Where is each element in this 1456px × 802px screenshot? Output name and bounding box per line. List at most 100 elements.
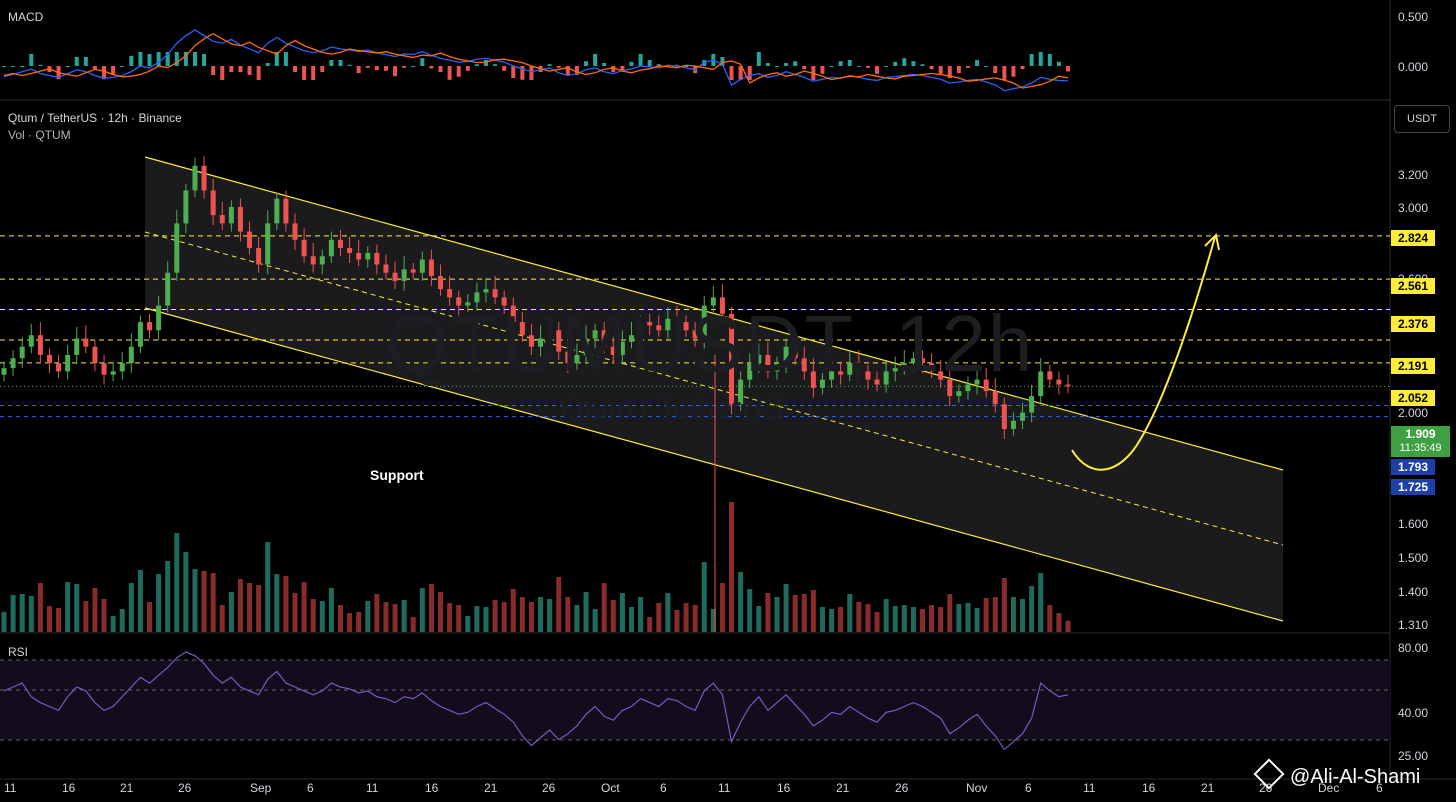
volume-bar — [28, 596, 34, 632]
macd-histogram-bar — [684, 66, 689, 67]
candle-body — [383, 264, 389, 273]
volume-bar — [19, 594, 25, 632]
macd-histogram-bar — [411, 66, 416, 67]
candle-body — [456, 297, 462, 306]
rsi-tick: 40.00 — [1398, 706, 1429, 720]
macd-histogram-bar — [929, 66, 934, 69]
candle-body — [601, 330, 607, 347]
candle-body — [28, 335, 34, 347]
candle-body — [674, 318, 680, 323]
candle-body — [247, 231, 253, 249]
macd-histogram-bar — [720, 57, 725, 66]
candle-body — [401, 269, 407, 281]
volume-bar — [65, 582, 71, 632]
candle-body — [538, 338, 544, 347]
macd-histogram-bar — [111, 66, 116, 75]
volume-bar — [474, 606, 480, 632]
macd-histogram-bar — [147, 54, 152, 66]
volume-bar — [219, 605, 225, 632]
candle-body — [301, 239, 307, 257]
volume-bar — [492, 600, 498, 632]
binance-logo-icon — [1253, 758, 1285, 790]
macd-histogram-bar — [893, 61, 898, 66]
volume-bar — [1020, 599, 1026, 632]
candle-body — [256, 248, 262, 265]
macd-histogram-bar — [993, 66, 998, 74]
candle-body — [838, 371, 844, 375]
volume-bar — [847, 594, 853, 632]
candle-body — [183, 190, 189, 224]
macd-histogram-bar — [129, 55, 134, 66]
candle-body — [1065, 384, 1071, 387]
volume-bar — [328, 588, 334, 632]
macd-histogram-bar — [1029, 54, 1034, 66]
volume-bar — [856, 602, 862, 632]
volume-bar — [283, 576, 289, 632]
date-tick: 16 — [777, 781, 791, 795]
macd-histogram-bar — [565, 66, 570, 75]
volume-bar — [919, 609, 925, 632]
date-tick: 16 — [1142, 781, 1156, 795]
macd-histogram-bar — [965, 66, 970, 68]
support-tag: 1.725 — [1391, 479, 1435, 495]
candle-body — [347, 248, 353, 253]
macd-histogram-bar — [311, 66, 316, 80]
price-tick: 1.310 — [1398, 618, 1429, 632]
candle-body — [210, 190, 216, 216]
macd-histogram-bar — [774, 66, 779, 67]
macd-histogram-bar — [338, 60, 343, 66]
candle-body — [847, 363, 853, 375]
volume-bar — [101, 599, 107, 632]
date-tick: 6 — [660, 781, 667, 795]
candle-body — [501, 297, 507, 306]
volume-bar — [447, 603, 453, 632]
candle-body — [10, 358, 16, 369]
candle-body — [174, 223, 180, 273]
macd-histogram-bar — [547, 64, 552, 66]
volume-bar — [874, 612, 880, 632]
candle-body — [692, 330, 698, 339]
candle-body — [137, 322, 143, 347]
symbol-watermark: QTUMUSDT, 12h — [386, 299, 1035, 388]
volume-bar — [319, 601, 325, 632]
macd-histogram-bar — [220, 66, 225, 80]
volume-bar — [947, 594, 953, 632]
author-credit: @Ali-Al-Shami — [1253, 758, 1420, 790]
macd-histogram-bar — [611, 66, 616, 72]
support-tag: 1.793 — [1391, 459, 1435, 475]
currency-button[interactable]: USDT — [1394, 105, 1450, 133]
volume-bar — [301, 582, 307, 632]
volume-bar — [674, 610, 680, 632]
candle-body — [1056, 379, 1062, 385]
channel-upper-line — [144, 156, 1284, 471]
date-tick: 16 — [62, 781, 76, 795]
volume-bar — [1056, 613, 1062, 632]
name-watermark: Qtum / TetherUS — [560, 392, 783, 425]
macd-histogram-bar — [593, 54, 598, 66]
macd-histogram-bar — [793, 61, 798, 66]
volume-bar — [574, 605, 580, 632]
macd-histogram-bar — [829, 66, 834, 67]
candle-body — [683, 322, 689, 331]
volume-bar — [210, 573, 216, 632]
macd-histogram-bar — [802, 66, 807, 69]
candle-body — [474, 292, 480, 303]
macd-histogram-bar — [1011, 66, 1016, 77]
macd-histogram-bar — [474, 64, 479, 66]
volume-bar — [156, 574, 162, 632]
candle-body — [974, 379, 980, 385]
candle-body — [983, 379, 989, 392]
macd-histogram-bar — [1020, 66, 1025, 69]
macd-histogram-bar — [165, 52, 170, 66]
macd-histogram-bar — [902, 58, 907, 66]
macd-histogram-bar — [984, 66, 989, 67]
candle-body — [337, 239, 343, 249]
candle-body — [1029, 396, 1035, 413]
macd-histogram-bar — [875, 66, 880, 74]
macd-histogram-bar — [738, 66, 743, 80]
macd-histogram-bar — [956, 66, 961, 74]
volume-bar — [119, 609, 125, 632]
candle-body — [719, 297, 725, 314]
volume-bar — [1010, 597, 1016, 632]
